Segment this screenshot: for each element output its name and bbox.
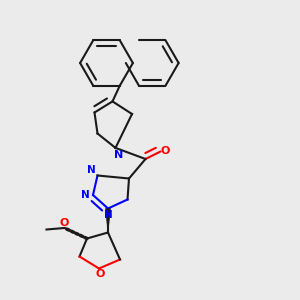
Text: O: O — [96, 269, 105, 279]
Text: O: O — [160, 146, 170, 157]
Text: N: N — [114, 150, 123, 161]
Text: N: N — [81, 190, 90, 200]
Text: N: N — [103, 210, 112, 220]
Text: O: O — [60, 218, 69, 228]
Text: N: N — [87, 165, 96, 175]
Polygon shape — [106, 208, 110, 232]
